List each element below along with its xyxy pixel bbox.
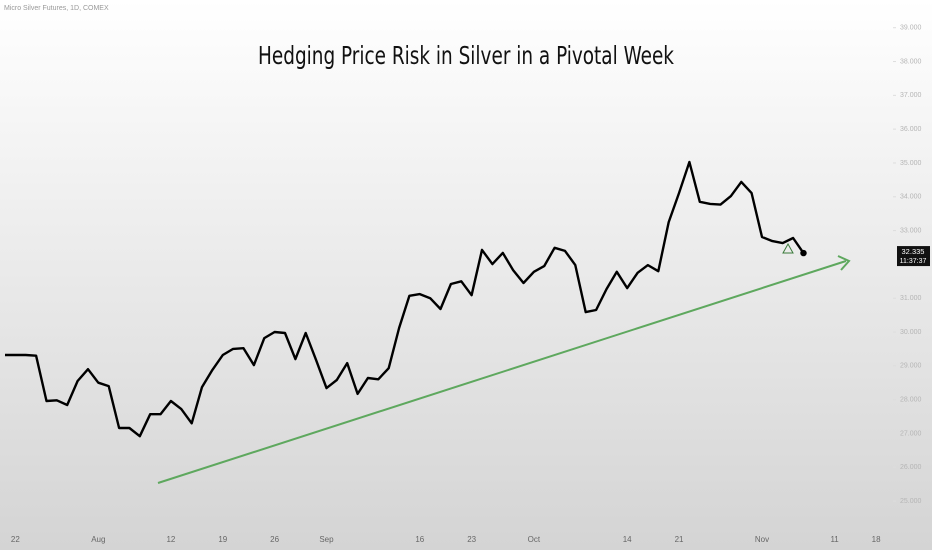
y-tick-label: 26.000 xyxy=(900,464,922,471)
last-point xyxy=(800,249,807,257)
symbol-label: Micro Silver Futures, 1D, COMEX xyxy=(4,5,109,12)
y-tick-label: 31.000 xyxy=(900,295,922,302)
x-tick-label: 16 xyxy=(415,535,424,544)
countdown-label: 11:37:37 xyxy=(900,258,927,265)
x-tick-label: Oct xyxy=(528,535,541,544)
x-tick-label: Nov xyxy=(755,535,769,544)
triangle-marker xyxy=(782,242,794,254)
y-tick-label: 28.000 xyxy=(900,396,922,403)
trend-arrow xyxy=(157,260,847,484)
x-tick-label: Sep xyxy=(319,535,334,544)
y-tick-label: 27.000 xyxy=(900,430,922,437)
y-tick-label: 35.000 xyxy=(900,160,922,167)
trend-arrow-head xyxy=(837,255,851,271)
price-line xyxy=(5,160,805,438)
x-tick-label: 21 xyxy=(675,535,684,544)
x-tick-label: 22 xyxy=(11,535,20,544)
y-tick-label: 33.000 xyxy=(900,227,922,234)
x-tick-label: 12 xyxy=(166,535,175,544)
price-box xyxy=(897,246,930,267)
y-tick-label: 34.000 xyxy=(900,194,922,201)
chart-title: Hedging Price Risk in Silver in a Pivota… xyxy=(258,42,674,70)
x-tick-label: 23 xyxy=(467,535,476,544)
price-label: 32.335 xyxy=(902,247,925,256)
y-tick-label: 30.000 xyxy=(900,329,922,336)
y-tick-label: 37.000 xyxy=(900,92,922,99)
x-tick-label: 11 xyxy=(830,535,839,544)
y-tick-label: 36.000 xyxy=(900,126,922,133)
x-tick-label: 19 xyxy=(218,535,227,544)
x-tick-label: 14 xyxy=(623,535,632,544)
x-tick-label: 18 xyxy=(872,535,881,544)
x-tick-label: Aug xyxy=(91,535,105,544)
y-tick-label: 29.000 xyxy=(900,363,922,370)
y-tick-label: 38.000 xyxy=(900,58,922,65)
y-tick-label: 39.000 xyxy=(900,25,922,32)
x-tick-label: 26 xyxy=(270,535,279,544)
y-tick-label: 25.000 xyxy=(900,498,922,505)
